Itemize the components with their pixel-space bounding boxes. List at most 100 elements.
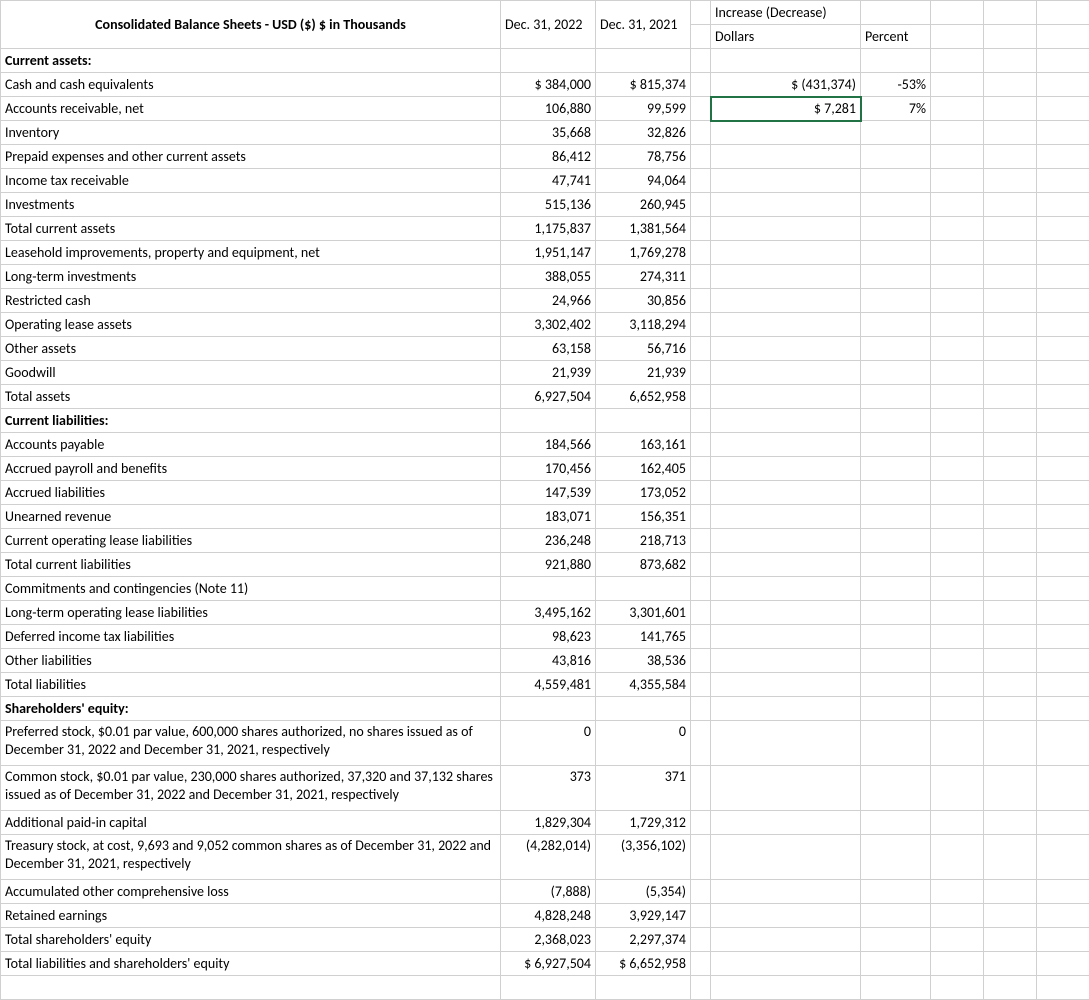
blank-cell[interactable] bbox=[1037, 553, 1089, 577]
blank-cell[interactable] bbox=[984, 193, 1037, 217]
value-2022[interactable]: 35,668 bbox=[501, 121, 596, 145]
blank-cell[interactable] bbox=[931, 409, 984, 433]
blank-cell[interactable] bbox=[1037, 952, 1089, 976]
blank-cell[interactable] bbox=[691, 1, 711, 25]
blank-cell[interactable] bbox=[861, 928, 931, 952]
blank-cell[interactable] bbox=[984, 145, 1037, 169]
blank-cell[interactable] bbox=[931, 1, 984, 25]
blank-cell[interactable] bbox=[931, 265, 984, 289]
blank-cell[interactable] bbox=[984, 601, 1037, 625]
blank-cell[interactable] bbox=[1037, 193, 1089, 217]
blank-cell[interactable] bbox=[1037, 928, 1089, 952]
blank-cell[interactable] bbox=[1037, 457, 1089, 481]
blank-cell[interactable] bbox=[861, 880, 931, 904]
blank-cell[interactable] bbox=[711, 601, 861, 625]
blank-cell[interactable] bbox=[691, 952, 711, 976]
blank-cell[interactable] bbox=[691, 673, 711, 697]
blank-cell[interactable] bbox=[1037, 121, 1089, 145]
blank-cell[interactable] bbox=[861, 265, 931, 289]
value-2021[interactable]: 2,297,374 bbox=[596, 928, 691, 952]
row-label[interactable]: Inventory bbox=[1, 121, 501, 145]
blank-cell[interactable] bbox=[711, 145, 861, 169]
blank-cell[interactable] bbox=[931, 337, 984, 361]
value-2021[interactable]: 1,381,564 bbox=[596, 217, 691, 241]
blank-cell[interactable] bbox=[861, 409, 931, 433]
blank-cell[interactable] bbox=[691, 601, 711, 625]
blank-cell[interactable] bbox=[691, 505, 711, 529]
row-label[interactable]: Total current assets bbox=[1, 217, 501, 241]
blank-cell[interactable] bbox=[1037, 97, 1089, 121]
blank-cell[interactable] bbox=[984, 553, 1037, 577]
value-2022[interactable]: 921,880 bbox=[501, 553, 596, 577]
blank-cell[interactable] bbox=[711, 625, 861, 649]
value-2022[interactable]: 183,071 bbox=[501, 505, 596, 529]
blank-cell[interactable] bbox=[861, 457, 931, 481]
blank-cell[interactable] bbox=[691, 193, 711, 217]
blank-cell[interactable] bbox=[711, 313, 861, 337]
blank-cell[interactable] bbox=[861, 904, 931, 928]
blank-cell[interactable] bbox=[691, 25, 711, 49]
value-2021[interactable]: 274,311 bbox=[596, 265, 691, 289]
value-2022[interactable]: 24,966 bbox=[501, 289, 596, 313]
blank-cell[interactable] bbox=[1037, 241, 1089, 265]
row-label[interactable]: Deferred income tax liabilities bbox=[1, 625, 501, 649]
blank-cell[interactable] bbox=[691, 337, 711, 361]
blank-cell[interactable] bbox=[711, 904, 861, 928]
header-2022[interactable]: Dec. 31, 2022 bbox=[501, 1, 596, 49]
blank-cell[interactable] bbox=[861, 529, 931, 553]
blank-cell[interactable] bbox=[931, 928, 984, 952]
value-2021[interactable]: (3,356,102) bbox=[596, 835, 691, 880]
blank-cell[interactable] bbox=[711, 409, 861, 433]
row-label[interactable]: Accrued payroll and benefits bbox=[1, 457, 501, 481]
blank-cell[interactable] bbox=[596, 577, 691, 601]
blank-cell[interactable] bbox=[1037, 697, 1089, 721]
blank-cell[interactable] bbox=[931, 505, 984, 529]
blank-cell[interactable] bbox=[1037, 529, 1089, 553]
title-cell[interactable]: Consolidated Balance Sheets - USD ($) $ … bbox=[1, 1, 501, 49]
blank-cell[interactable] bbox=[984, 835, 1037, 880]
value-2022[interactable]: 4,559,481 bbox=[501, 673, 596, 697]
value-2021[interactable]: 260,945 bbox=[596, 193, 691, 217]
value-percent[interactable]: -53% bbox=[861, 73, 931, 97]
blank-cell[interactable] bbox=[984, 97, 1037, 121]
blank-cell[interactable] bbox=[501, 49, 596, 73]
blank-cell[interactable] bbox=[1037, 145, 1089, 169]
header-dollars[interactable]: Dollars bbox=[711, 25, 861, 49]
blank-cell[interactable] bbox=[861, 601, 931, 625]
blank-cell[interactable] bbox=[931, 721, 984, 766]
value-2021[interactable]: 56,716 bbox=[596, 337, 691, 361]
row-label[interactable]: Total current liabilities bbox=[1, 553, 501, 577]
blank-cell[interactable] bbox=[931, 976, 984, 1000]
blank-cell[interactable] bbox=[711, 49, 861, 73]
blank-cell[interactable] bbox=[931, 73, 984, 97]
blank-cell[interactable] bbox=[931, 313, 984, 337]
blank-cell[interactable] bbox=[861, 169, 931, 193]
blank-cell[interactable] bbox=[861, 835, 931, 880]
row-label[interactable]: Accounts receivable, net bbox=[1, 97, 501, 121]
blank-cell[interactable] bbox=[861, 49, 931, 73]
value-2021[interactable]: 38,536 bbox=[596, 649, 691, 673]
blank-cell[interactable] bbox=[711, 766, 861, 811]
value-2021[interactable]: 1,729,312 bbox=[596, 811, 691, 835]
row-label[interactable]: Cash and cash equivalents bbox=[1, 73, 501, 97]
blank-cell[interactable] bbox=[984, 409, 1037, 433]
blank-cell[interactable] bbox=[861, 241, 931, 265]
blank-cell[interactable] bbox=[984, 385, 1037, 409]
blank-cell[interactable] bbox=[984, 976, 1037, 1000]
blank-cell[interactable] bbox=[931, 481, 984, 505]
value-2022[interactable]: (7,888) bbox=[501, 880, 596, 904]
blank-cell[interactable] bbox=[1037, 433, 1089, 457]
blank-cell[interactable] bbox=[711, 553, 861, 577]
row-label[interactable]: Goodwill bbox=[1, 361, 501, 385]
blank-cell[interactable] bbox=[861, 697, 931, 721]
blank-cell[interactable] bbox=[984, 625, 1037, 649]
row-label[interactable]: Treasury stock, at cost, 9,693 and 9,052… bbox=[1, 835, 501, 880]
blank-cell[interactable] bbox=[711, 811, 861, 835]
value-2022[interactable]: 6,927,504 bbox=[501, 385, 596, 409]
row-label[interactable]: Accounts payable bbox=[1, 433, 501, 457]
blank-cell[interactable] bbox=[1037, 313, 1089, 337]
value-2022[interactable]: 4,828,248 bbox=[501, 904, 596, 928]
blank-cell[interactable] bbox=[861, 1, 931, 25]
value-2022[interactable]: 170,456 bbox=[501, 457, 596, 481]
blank-cell[interactable] bbox=[1037, 673, 1089, 697]
